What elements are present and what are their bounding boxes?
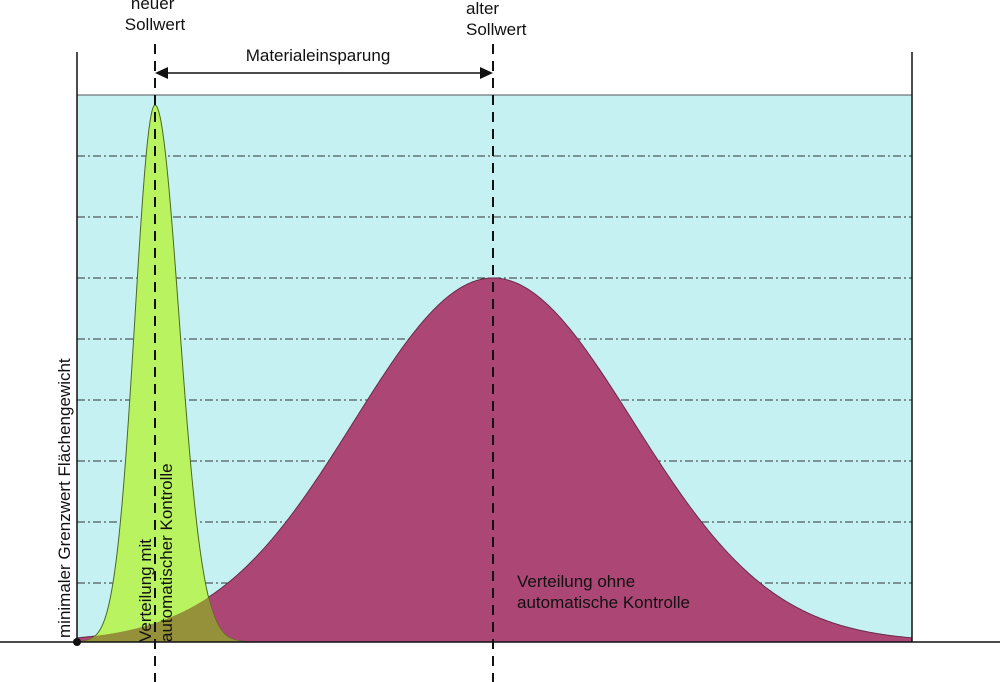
distribution-without-control-curve: [76, 277, 913, 643]
min-limit-label: minimaler Grenzwert Flächengewicht: [55, 358, 74, 638]
with-control-label: Verteilung mit automatischer Kontrolle: [136, 463, 176, 642]
without-control-label: Verteilung ohne automatische Kontrolle: [517, 572, 690, 612]
savings-arrow-right-head: [480, 67, 493, 79]
savings-arrow-left-head: [155, 67, 168, 79]
distribution-overlap-area: [77, 597, 300, 642]
savings-label: Materialeinsparung: [246, 46, 391, 65]
origin-dot: [73, 638, 81, 646]
old-setpoint-label: alter Sollwert: [466, 0, 527, 39]
new-setpoint-label: neuer Sollwert: [125, 0, 186, 34]
